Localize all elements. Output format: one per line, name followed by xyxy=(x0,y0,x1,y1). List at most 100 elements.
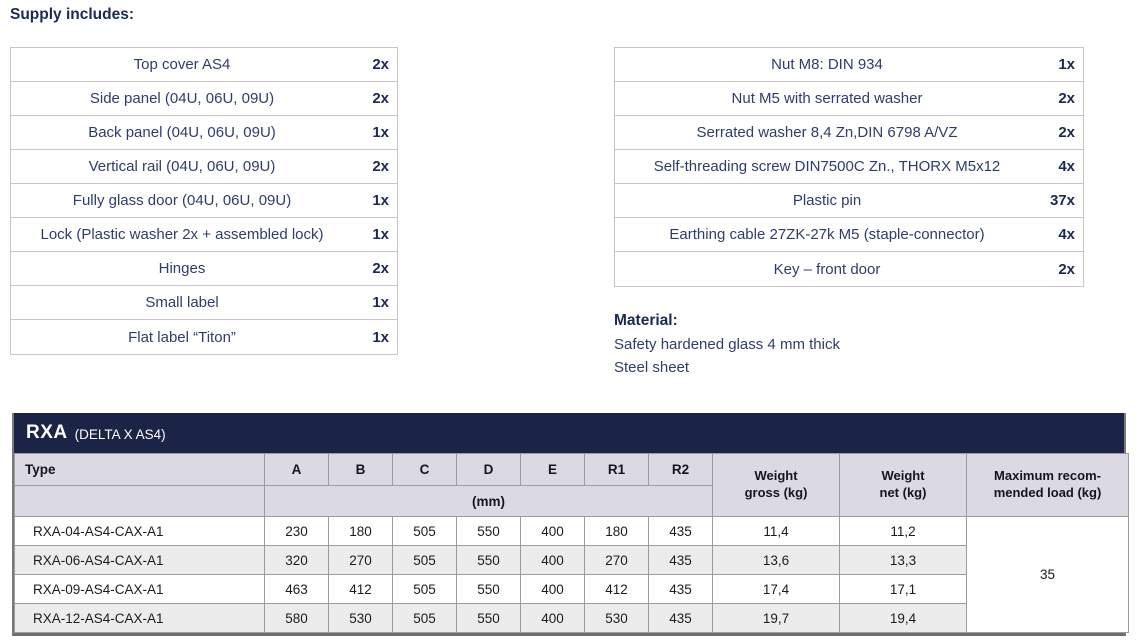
supply-item-label: Nut M8: DIN 934 xyxy=(771,56,883,73)
spec-dim-cell: 400 xyxy=(520,574,585,604)
spec-dim-cell: 550 xyxy=(456,545,521,575)
spec-weight-net-cell: 13,3 xyxy=(839,545,967,575)
spec-data-row: RXA-09-AS4-CAX-A1 463 412 505 550 400 41… xyxy=(14,574,1129,604)
supply-item-row: Flat label “Titon” 1x xyxy=(11,320,397,354)
supply-item-qty: 2x xyxy=(372,260,389,277)
supply-item-label: Back panel (04U, 06U, 09U) xyxy=(88,124,276,141)
col-header-e: E xyxy=(520,453,585,486)
supply-item-row: Lock (Plastic washer 2x + assembled lock… xyxy=(11,218,397,252)
supply-item-row: Vertical rail (04U, 06U, 09U) 2x xyxy=(11,150,397,184)
supply-item-qty: 2x xyxy=(372,56,389,73)
spec-weight-net-cell: 11,2 xyxy=(839,516,967,546)
spec-dim-cell: 435 xyxy=(648,603,713,633)
spec-dim-cell: 400 xyxy=(520,516,585,546)
spec-weight-gross-cell: 11,4 xyxy=(712,516,840,546)
spec-dim-cell: 412 xyxy=(584,574,649,604)
spec-dim-cell: 505 xyxy=(392,516,457,546)
supply-item-label: Small label xyxy=(145,294,219,311)
supply-item-label: Nut M5 with serrated washer xyxy=(731,90,923,107)
supply-item-row: Side panel (04U, 06U, 09U) 2x xyxy=(11,82,397,116)
spec-weight-gross-cell: 19,7 xyxy=(712,603,840,633)
col-header-d: D xyxy=(456,453,521,486)
supply-item-row: Nut M8: DIN 934 1x xyxy=(615,48,1083,82)
supply-item-qty: 2x xyxy=(1058,260,1075,278)
spec-dim-cell: 412 xyxy=(328,574,393,604)
unit-row-empty-cell xyxy=(14,485,265,517)
supply-item-row: Back panel (04U, 06U, 09U) 1x xyxy=(11,116,397,150)
supply-item-label: Key – front door xyxy=(773,260,881,278)
supply-item-label: Flat label “Titon” xyxy=(128,328,236,346)
supply-item-qty: 2x xyxy=(1058,124,1075,141)
page-title: Supply includes: xyxy=(10,6,135,23)
spec-dim-cell: 400 xyxy=(520,545,585,575)
spec-dim-cell: 320 xyxy=(264,545,329,575)
spec-dim-cell: 435 xyxy=(648,516,713,546)
spec-series-title: RXA xyxy=(26,422,68,443)
spec-dim-cell: 530 xyxy=(328,603,393,633)
supply-item-label: Earthing cable 27ZK-27k M5 (staple-conne… xyxy=(669,226,985,243)
spec-dim-cell: 505 xyxy=(392,545,457,575)
spec-data-row: RXA-12-AS4-CAX-A1 580 530 505 550 400 53… xyxy=(14,603,1129,633)
supply-item-label: Lock (Plastic washer 2x + assembled lock… xyxy=(40,226,324,243)
supply-item-qty: 4x xyxy=(1058,226,1075,243)
supply-item-label: Side panel (04U, 06U, 09U) xyxy=(89,90,275,107)
col-header-type: Type xyxy=(14,453,265,486)
supply-item-qty: 37x xyxy=(1049,192,1075,209)
spec-dim-cell: 180 xyxy=(328,516,393,546)
supply-item-qty: 1x xyxy=(372,328,389,346)
supply-item-label: Fully glass door (04U, 06U, 09U) xyxy=(72,192,292,209)
spec-max-load-cell: 35 xyxy=(966,516,1129,633)
supply-item-row: Top cover AS4 2x xyxy=(11,48,397,82)
material-line: Safety hardened glass 4 mm thick xyxy=(614,336,840,353)
supply-item-qty: 1x xyxy=(372,294,389,311)
spec-table-section: RXA (DELTA X AS4) Type A B C D E R1 R2 W… xyxy=(12,413,1129,636)
spec-table-title-band: RXA (DELTA X AS4) xyxy=(14,413,1124,453)
supply-item-row: Hinges 2x xyxy=(11,252,397,286)
supply-item-qty: 2x xyxy=(1058,90,1075,107)
spec-type-cell: RXA-06-AS4-CAX-A1 xyxy=(14,545,265,575)
col-header-b: B xyxy=(328,453,393,486)
material-title: Material: xyxy=(614,312,678,329)
col-header-weight-net: Weight net (kg) xyxy=(839,453,967,517)
col-header-weight-gross: Weight gross (kg) xyxy=(712,453,840,517)
supply-item-qty: 1x xyxy=(372,226,389,243)
spec-type-cell: RXA-04-AS4-CAX-A1 xyxy=(14,516,265,546)
spec-table: Type A B C D E R1 R2 Weight gross (kg) W… xyxy=(14,453,1129,633)
supply-right-table: Nut M8: DIN 934 1x Nut M5 with serrated … xyxy=(614,47,1084,287)
supply-item-row: Serrated washer 8,4 Zn,DIN 6798 A/VZ 2x xyxy=(615,116,1083,150)
supply-item-row: Fully glass door (04U, 06U, 09U) 1x xyxy=(11,184,397,218)
spec-dim-cell: 580 xyxy=(264,603,329,633)
supply-item-label: Plastic pin xyxy=(792,192,862,209)
material-line: Steel sheet xyxy=(614,359,690,376)
spec-dim-cell: 400 xyxy=(520,603,585,633)
supply-item-label: Self-threading screw DIN7500C Zn., THORX… xyxy=(653,158,1001,175)
spec-data-row: RXA-04-AS4-CAX-A1 230 180 505 550 400 18… xyxy=(14,516,1129,633)
col-header-r1: R1 xyxy=(584,453,649,486)
spec-dim-cell: 550 xyxy=(456,574,521,604)
spec-type-cell: RXA-12-AS4-CAX-A1 xyxy=(14,603,265,633)
spec-header-row: Type A B C D E R1 R2 Weight gross (kg) W… xyxy=(14,453,1129,517)
spec-dim-cell: 270 xyxy=(328,545,393,575)
supply-item-label: Top cover AS4 xyxy=(133,56,231,73)
supply-item-label: Serrated washer 8,4 Zn,DIN 6798 A/VZ xyxy=(696,124,958,141)
supply-item-qty: 1x xyxy=(1058,56,1075,73)
spec-dim-cell: 463 xyxy=(264,574,329,604)
spec-dim-cell: 180 xyxy=(584,516,649,546)
spec-dim-cell: 550 xyxy=(456,603,521,633)
spec-dim-cell: 505 xyxy=(392,603,457,633)
supply-item-row: Self-threading screw DIN7500C Zn., THORX… xyxy=(615,150,1083,184)
col-header-c: C xyxy=(392,453,457,486)
supply-item-row: Plastic pin 37x xyxy=(615,184,1083,218)
spec-type-cell: RXA-09-AS4-CAX-A1 xyxy=(14,574,265,604)
spec-dim-cell: 230 xyxy=(264,516,329,546)
spec-dim-cell: 435 xyxy=(648,545,713,575)
supply-item-row: Nut M5 with serrated washer 2x xyxy=(615,82,1083,116)
spec-dim-cell: 270 xyxy=(584,545,649,575)
supply-item-row: Small label 1x xyxy=(11,286,397,320)
spec-weight-net-cell: 17,1 xyxy=(839,574,967,604)
supply-item-qty: 4x xyxy=(1058,158,1075,175)
spec-weight-gross-cell: 13,6 xyxy=(712,545,840,575)
supply-item-row: Earthing cable 27ZK-27k M5 (staple-conne… xyxy=(615,218,1083,252)
spec-data-row: RXA-06-AS4-CAX-A1 320 270 505 550 400 27… xyxy=(14,545,1129,575)
